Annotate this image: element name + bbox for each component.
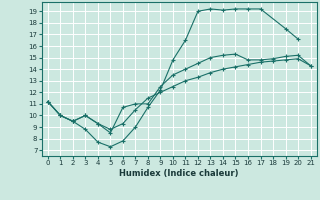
X-axis label: Humidex (Indice chaleur): Humidex (Indice chaleur) <box>119 169 239 178</box>
